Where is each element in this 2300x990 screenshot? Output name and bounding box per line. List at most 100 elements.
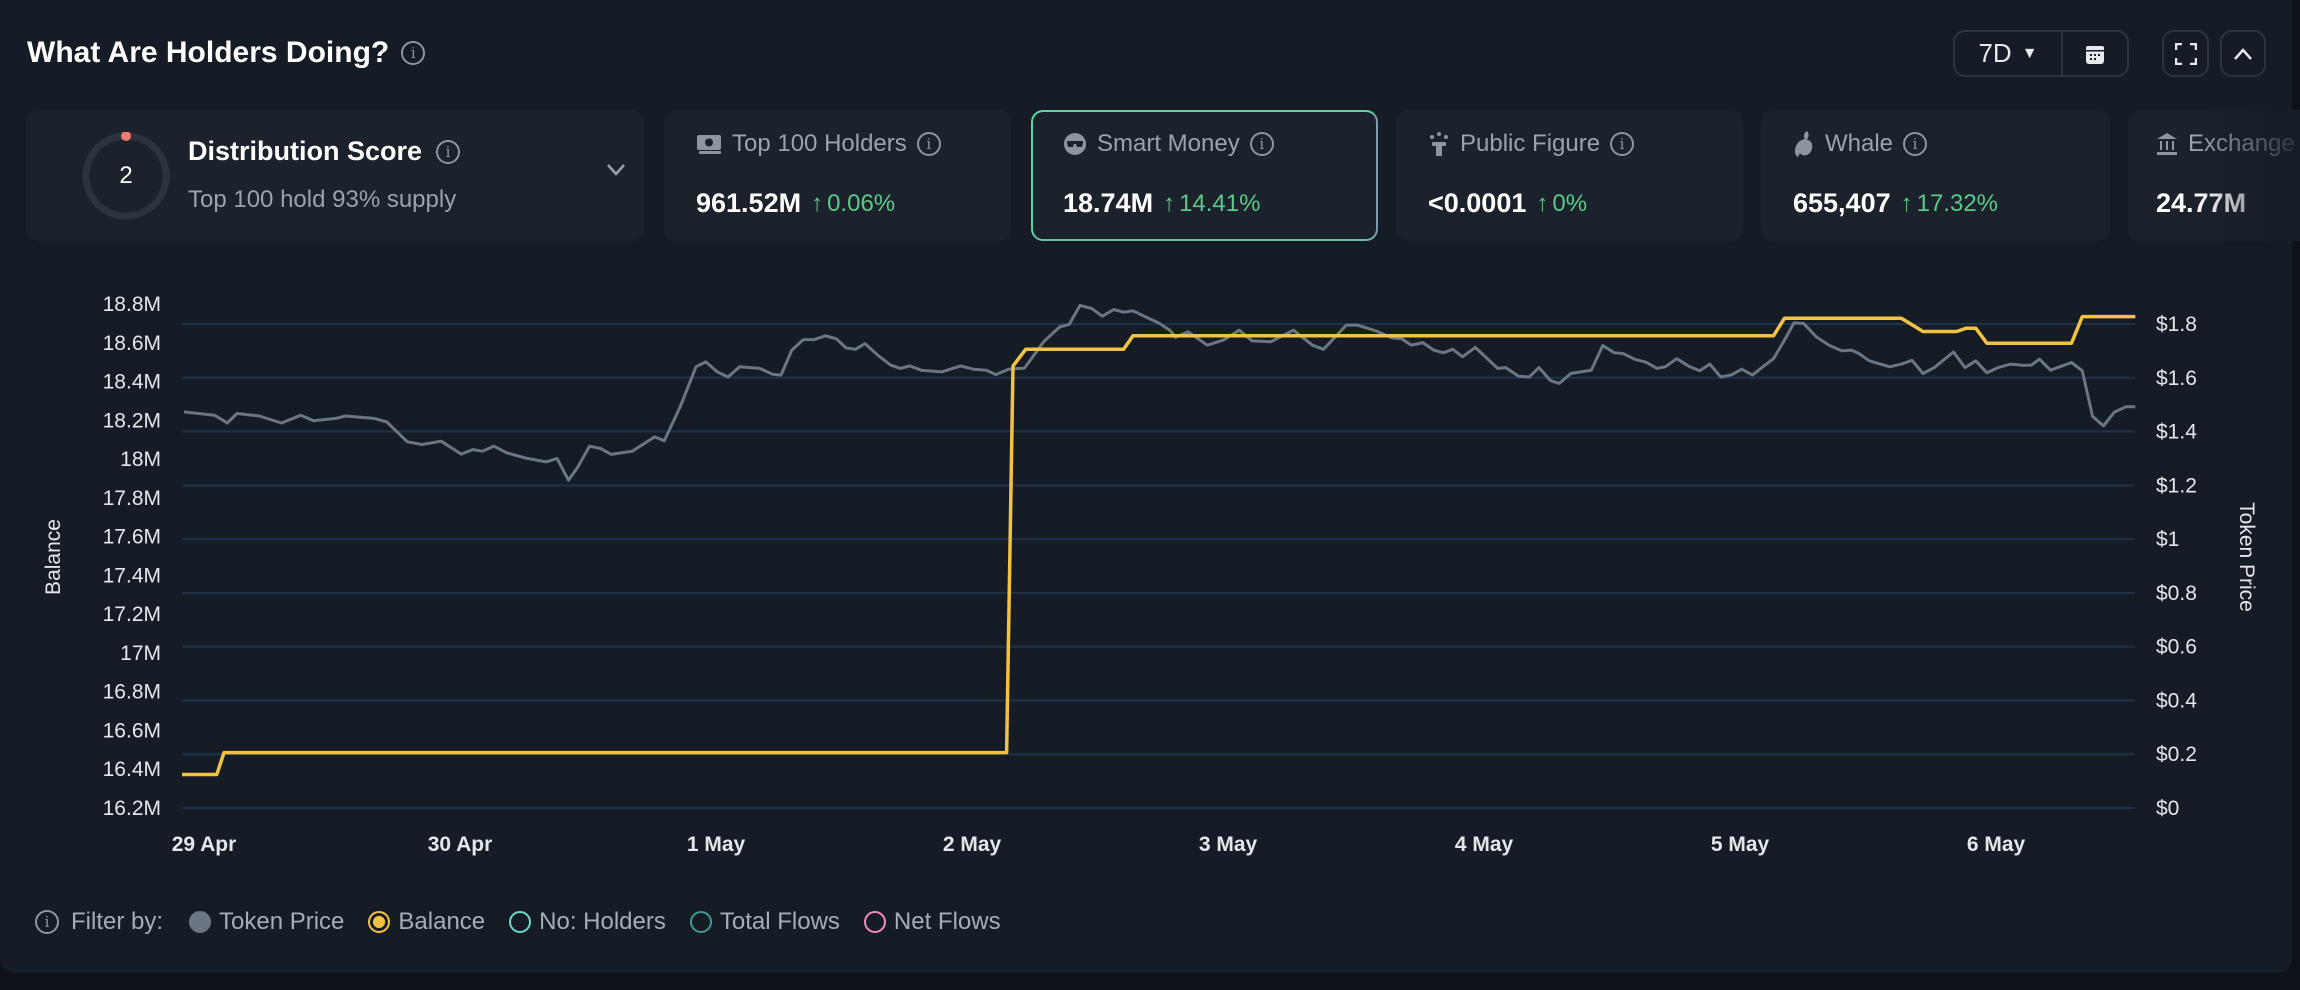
legend-total-flows[interactable]: Total Flows — [689, 908, 840, 936]
legend-token-price[interactable]: Token Price — [189, 908, 344, 936]
distribution-score-card[interactable]: 2 Distribution Score i Top 100 hold 93% s… — [26, 110, 644, 241]
range-dropdown[interactable]: 7D ▼ — [1955, 32, 2063, 75]
x-tick-label: 6 May — [1967, 833, 2026, 856]
tick-labels: $1.8 $1.6 $1.4 $1.2 $1 $0.8 $0.6 $0.4 $0.2 $0 18.8… — [103, 293, 2198, 856]
series-lines — [182, 303, 2136, 777]
y2-tick-label: $1 — [2156, 528, 2179, 551]
y-tick-label: 16.4M — [103, 758, 161, 781]
token-price-line — [183, 303, 2136, 482]
filter-label: Filter by: — [71, 908, 164, 935]
net-flows-dot — [863, 911, 886, 933]
card-change: 0% — [1552, 189, 1588, 217]
arrow-up-icon: ↑ — [1900, 189, 1913, 217]
x-tick-label: 30 Apr — [428, 833, 493, 856]
y-tick-label: 16.6M — [103, 719, 161, 742]
x-tick-label: 4 May — [1455, 833, 1514, 856]
panel-header: What Are Holders Doing? i — [27, 36, 426, 70]
arrow-up-icon: ↑ — [1536, 189, 1549, 217]
y2-tick-label: $1.6 — [2156, 367, 2197, 390]
info-icon[interactable]: i — [401, 41, 426, 65]
y2-tick-label: $1.2 — [2156, 474, 2197, 497]
page-title: What Are Holders Doing? — [27, 36, 390, 69]
distribution-subtitle: Top 100 hold 93% supply — [188, 186, 457, 213]
info-icon[interactable]: i — [1249, 132, 1274, 156]
card-label: Whale — [1825, 130, 1894, 157]
info-icon[interactable]: i — [916, 132, 941, 156]
chevron-down-icon[interactable] — [606, 162, 626, 176]
legend-label: Balance — [398, 908, 486, 935]
x-tick-label: 3 May — [1199, 833, 1258, 856]
y2-tick-label: $0.6 — [2156, 636, 2197, 659]
sunglasses-icon — [1064, 133, 1086, 155]
info-icon[interactable]: i — [35, 910, 59, 934]
y2-tick-label: $1.8 — [2156, 313, 2197, 336]
token-price-dot — [189, 911, 212, 933]
card-change: 14.41% — [1179, 189, 1261, 217]
caret-down-icon: ▼ — [2021, 44, 2038, 62]
whale-icon — [1795, 131, 1813, 157]
x-tick-label: 2 May — [943, 833, 1002, 856]
card-label: Top 100 Holders — [732, 130, 907, 157]
info-icon[interactable]: i — [436, 139, 461, 164]
score-ring — [82, 132, 170, 220]
card-value: 961.52M — [696, 188, 802, 218]
smart-money-card[interactable]: Smart Money i 18.74M ↑ 14.41% — [1031, 110, 1378, 241]
y-tick-label: 18M — [120, 448, 161, 471]
y-tick-label: 17.2M — [103, 603, 161, 626]
calendar-button[interactable] — [2063, 32, 2127, 75]
y-tick-label: 17M — [120, 642, 161, 665]
legend-label: Token Price — [219, 908, 345, 935]
legend-net-flows[interactable]: Net Flows — [863, 908, 1001, 936]
legend-label: Net Flows — [893, 908, 1001, 935]
card-value: 655,407 — [1793, 188, 1891, 218]
legend-no-holders[interactable]: No: Holders — [509, 908, 666, 936]
card-change: 0.06% — [827, 189, 896, 217]
y-tick-label: 17.4M — [103, 564, 161, 587]
y2-tick-label: $1.4 — [2156, 421, 2197, 444]
no-holders-dot — [509, 911, 532, 933]
chevron-up-icon — [2234, 47, 2252, 60]
legend-balance[interactable]: Balance — [368, 908, 485, 936]
y2-axis-label: Token Price — [2235, 502, 2258, 612]
legend-label: Total Flows — [719, 908, 840, 935]
whale-card[interactable]: Whale i 655,407 ↑ 17.32% — [1761, 110, 2110, 241]
range-value: 7D — [1978, 38, 2012, 68]
card-value: 18.74M — [1063, 188, 1154, 218]
arrow-up-icon: ↑ — [1163, 189, 1176, 217]
fullscreen-button[interactable] — [2162, 30, 2209, 77]
money-icon — [697, 135, 721, 154]
public-figure-icon — [1430, 132, 1448, 156]
y2-tick-label: $0.2 — [2156, 743, 2197, 766]
balance-line — [182, 314, 2136, 777]
total-flows-dot — [689, 911, 712, 933]
y-tick-label: 18.4M — [103, 371, 161, 394]
card-label: Public Figure — [1460, 130, 1601, 157]
y-tick-label: 16.8M — [103, 681, 161, 704]
y-tick-label: 17.8M — [103, 487, 161, 510]
arrow-up-icon: ↑ — [811, 189, 824, 217]
info-icon[interactable]: i — [1610, 132, 1635, 156]
balance-dot — [368, 911, 391, 933]
info-icon[interactable]: i — [1903, 132, 1928, 156]
grid-lines — [182, 323, 2135, 809]
y-tick-label: 17.6M — [103, 526, 161, 549]
calendar-icon — [2086, 45, 2104, 64]
legend-label: No: Holders — [539, 908, 666, 935]
y2-tick-label: $0 — [2156, 797, 2179, 820]
fullscreen-icon — [2174, 42, 2197, 65]
card-label: Smart Money — [1097, 130, 1240, 157]
public-figure-card[interactable]: Public Figure i <0.0001 ↑ 0% — [1396, 110, 1743, 241]
collapse-button[interactable] — [2220, 30, 2266, 77]
x-tick-label: 29 Apr — [172, 833, 237, 856]
y-tick-label: 18.6M — [103, 332, 161, 355]
distribution-score-value: 2 — [119, 162, 133, 189]
top-100-holders-card[interactable]: Top 100 Holders i 961.52M ↑ 0.06% — [664, 110, 1011, 241]
y-tick-label: 18.2M — [103, 409, 161, 432]
y-tick-label: 16.2M — [103, 797, 161, 820]
filter-legend: i Filter by: Token Price Balance No: Hol… — [35, 908, 1013, 936]
y-axis-label: Balance — [42, 519, 65, 595]
y2-tick-label: $0.4 — [2156, 689, 2197, 712]
y-tick-label: 18.8M — [103, 293, 161, 316]
x-tick-label: 1 May — [687, 833, 746, 856]
